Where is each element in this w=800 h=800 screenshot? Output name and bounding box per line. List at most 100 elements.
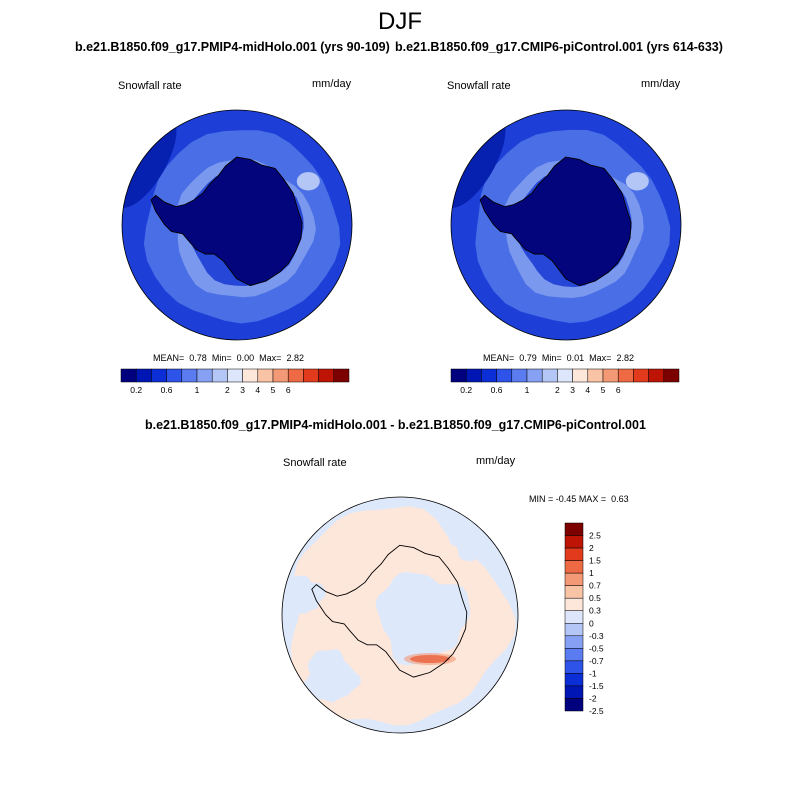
panel3-colorbar-tick-label: 1	[589, 568, 594, 578]
panel3-colorbar-tick-label: -0.7	[589, 656, 604, 666]
panel3-variable-label: Snowfall rate	[283, 457, 347, 469]
panel3-coastline	[311, 544, 468, 678]
panel3-colorbar-tick-label: 0.3	[589, 606, 601, 616]
panel1-mean-label: MEAN=	[153, 353, 185, 363]
panel2-colorbar-tick-label: 0.6	[491, 385, 503, 395]
panel1-max-label: Max=	[259, 353, 282, 363]
panel2-min-label: Min=	[541, 353, 562, 363]
panel3-colorbar-tick-label: -1	[589, 668, 597, 678]
panel1-field	[122, 110, 352, 340]
panel1-colorbar-cell	[242, 368, 259, 383]
panel3-colorbar-cell	[564, 623, 584, 637]
panel3-colorbar-tick-label: -1.5	[589, 681, 604, 691]
panel3-anomaly-halo	[404, 653, 456, 665]
panel3-colorbar-cell	[564, 560, 584, 574]
panel2-colorbar-cell	[602, 368, 619, 383]
panel1-light-patch	[296, 172, 320, 191]
panel1-units-label: mm/day	[312, 78, 352, 90]
panel2-field	[451, 110, 681, 340]
panel1-colorbar-cell	[181, 368, 198, 383]
panel1-variable-label: Snowfall rate	[118, 80, 182, 92]
panel1-colorbar-tick-label: 4	[255, 385, 260, 395]
panel2-colorbar-cell	[572, 368, 589, 383]
panel1-colorbar-cell	[196, 368, 213, 383]
panel3-colorbar-tick-label: 1.5	[589, 556, 601, 566]
panel3-colorbar-tick-label: -0.5	[589, 643, 604, 653]
panel1-map-border	[121, 109, 353, 341]
panel2-min-value: 0.01	[566, 353, 585, 363]
panel2-colorbar-cell	[557, 368, 573, 383]
panel3-field	[282, 497, 518, 733]
panel2-colorbar-tick-label: 0.2	[460, 385, 472, 395]
panel2-colorbar-tick-label: 6	[616, 385, 621, 395]
panel2-light-patch	[625, 172, 649, 191]
panel2-colorbar-cell	[648, 368, 665, 383]
panel3-colorbar-cell	[564, 597, 584, 611]
panel3-max-label: MAX =	[578, 494, 607, 504]
panel1-colorbar-cell	[135, 368, 152, 383]
panel2-colorbar-cell	[496, 368, 513, 383]
panel2-colorbar-tick-label: 3	[570, 385, 575, 395]
panel2-units-label: mm/day	[641, 78, 681, 90]
panel1-colorbar-cell	[272, 368, 289, 383]
panel2-colorbar-tick-label: 2	[555, 385, 560, 395]
panel3-colorbar-cell	[564, 547, 584, 561]
panel2-colorbar-cell	[587, 368, 604, 383]
panel1-max-value: 2.82	[286, 353, 304, 363]
panel2-title: b.e21.B1850.f09_g17.CMIP6-piControl.001 …	[395, 40, 723, 54]
panel2-colorbar-cell	[633, 368, 649, 383]
panel3-colorbar-cell	[564, 585, 584, 599]
panel2-colorbar-cell	[617, 368, 634, 383]
panel3-colorbar-tick-label: 2	[589, 543, 594, 553]
panel3-colorbar-cell	[564, 572, 584, 586]
panel2-map-border	[450, 109, 682, 341]
panel2-mean-value: 0.79	[519, 353, 537, 363]
panel1-colorbar-tick-label: 0.2	[130, 385, 142, 395]
panel3-title: b.e21.B1850.f09_g17.PMIP4-midHolo.001 - …	[145, 418, 646, 432]
panel2-colorbar-tick-label: 4	[585, 385, 590, 395]
panel1-title: b.e21.B1850.f09_g17.PMIP4-midHolo.001 (y…	[75, 40, 390, 54]
panel2-max-label: Max=	[589, 353, 612, 363]
panel2-continent	[480, 157, 632, 286]
panel2-colorbar-tick-label: 1	[525, 385, 530, 395]
panel1-colorbar-tick-label: 6	[286, 385, 291, 395]
panel2-colorbar-cell	[663, 368, 680, 383]
panel3-colorbar-tick-label: 0	[589, 618, 594, 628]
panel2-stats: MEAN= 0.79 Min= 0.01 Max= 2.82	[483, 353, 634, 363]
panel2-colorbar-tick-label: 5	[601, 385, 606, 395]
panel1-colorbar-cell	[151, 368, 167, 383]
panel3-colorbar-cell	[564, 535, 584, 549]
panel1-colorbar-cell	[211, 368, 228, 383]
panel1-colorbar-cell	[166, 368, 183, 383]
panel1-colorbar-tick-label: 1	[195, 385, 200, 395]
panel3-min-label: MIN =	[529, 494, 554, 504]
panel2-colorbar-cell	[465, 368, 482, 383]
panel1-colorbar-cell	[318, 368, 335, 383]
panel3-map-border	[281, 496, 519, 734]
panel3-colorbar-cell	[564, 698, 584, 712]
panel3-negative-patch	[303, 649, 361, 703]
panel1-colorbar-tick-label: 3	[240, 385, 245, 395]
panel1-colorbar-cell	[227, 368, 243, 383]
panel3-stats: MIN = -0.45 MAX = 0.63	[529, 494, 629, 504]
panel2-coastline	[479, 156, 632, 287]
panel3-units-label: mm/day	[476, 455, 516, 467]
panel1-coastline	[150, 156, 303, 287]
panel3-colorbar-tick-label: 0.5	[589, 593, 601, 603]
panel3-min-value: -0.45	[555, 494, 577, 504]
panel3-max-value: 0.63	[611, 494, 629, 504]
panel3-colorbar-tick-label: 2.5	[589, 531, 601, 541]
panel3-colorbar-tick-label: 0.7	[589, 581, 601, 591]
figure-season-title: DJF	[378, 8, 422, 35]
panel2-colorbar-cell	[511, 368, 528, 383]
panel3-colorbar-cell	[564, 648, 584, 662]
panel1-colorbar-cell	[287, 368, 304, 383]
panel1-colorbar-cell	[333, 368, 350, 383]
panel3-colorbar-cell	[564, 522, 584, 536]
panel2-max-value: 2.82	[616, 353, 634, 363]
panel2-colorbar-cell	[450, 368, 467, 383]
panel3-colorbar-cell	[564, 610, 584, 624]
panel2-variable-label: Snowfall rate	[447, 80, 511, 92]
panel3-negative-patch	[375, 572, 471, 666]
